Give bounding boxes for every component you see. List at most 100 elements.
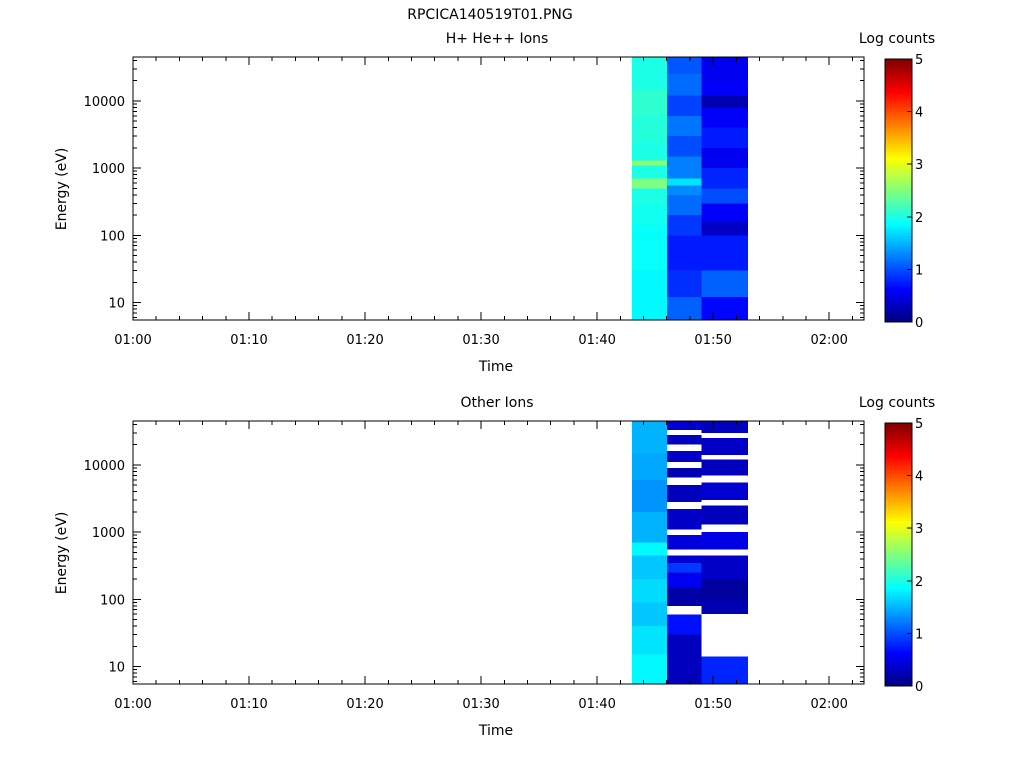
colorbar-segment	[885, 182, 912, 186]
heatmap-cell	[666, 614, 702, 635]
x-tick-label: 02:00	[810, 333, 847, 348]
colorbar-segment	[885, 235, 912, 239]
colorbar-segment	[885, 261, 912, 265]
colorbar-segment	[885, 622, 912, 627]
heatmap-cell	[701, 505, 748, 525]
colorbar-segment	[885, 98, 912, 102]
colorbar-segment	[885, 444, 912, 448]
heatmap-cell	[631, 247, 667, 271]
colorbar-segment	[885, 591, 912, 595]
heatmap-cell	[701, 459, 748, 476]
colorbar-tick-label: 3	[915, 158, 923, 173]
colorbar-segment	[885, 559, 912, 563]
colorbar-segment	[885, 625, 912, 629]
colorbar-segment	[885, 525, 912, 529]
y-tick-label: 100	[100, 229, 125, 244]
colorbar-segment	[885, 174, 912, 178]
colorbar-segment	[885, 501, 912, 506]
colorbar-segment	[885, 193, 912, 197]
colorbar-segment	[885, 135, 912, 139]
colorbar-segment	[885, 74, 912, 79]
colorbar-tick-label: 0	[915, 680, 923, 695]
heatmap-cell	[701, 147, 748, 169]
colorbar-segment	[885, 224, 912, 228]
colorbar-tick-label: 5	[915, 53, 923, 68]
colorbar-segment	[885, 612, 912, 616]
colorbar-segment	[885, 530, 912, 535]
colorbar-segment	[885, 428, 912, 432]
heatmap-cell	[666, 467, 702, 478]
colorbar-segment	[885, 64, 912, 68]
heatmap-cell	[666, 535, 702, 550]
colorbar-segment	[885, 683, 912, 687]
colorbar-segment	[885, 108, 912, 113]
colorbar-frame	[884, 58, 913, 323]
colorbar-segment	[885, 277, 912, 281]
heatmap-cell	[666, 57, 702, 75]
heatmap-cell	[666, 572, 702, 588]
heatmap-cell	[666, 562, 702, 573]
colorbar-segment	[885, 641, 912, 645]
colorbar-segment	[885, 185, 912, 189]
colorbar-segment	[885, 316, 912, 320]
heatmap-cell	[631, 160, 667, 166]
x-axis-label: Time	[478, 723, 513, 739]
x-tick-label: 01:40	[578, 697, 615, 712]
colorbar-segment	[885, 253, 912, 257]
colorbar-segment	[885, 470, 912, 474]
colorbar-segment	[885, 496, 912, 500]
heatmap-cell	[666, 115, 702, 137]
colorbar-segment	[885, 80, 912, 84]
heatmap-cell	[701, 57, 748, 81]
colorbar-segment	[885, 504, 912, 508]
y-tick-label: 10000	[84, 95, 125, 110]
heatmap-cell	[631, 141, 667, 161]
colorbar-segment	[885, 480, 912, 485]
heatmap-cell	[666, 74, 702, 96]
colorbar-segment	[885, 290, 912, 294]
colorbar-segment	[885, 158, 912, 163]
colorbar-segment	[885, 203, 912, 207]
colorbar-segment	[885, 250, 912, 255]
colorbar-segment	[885, 143, 912, 147]
colorbar-segment	[885, 314, 912, 318]
colorbar-segment	[885, 256, 912, 260]
plot-frame	[132, 420, 865, 685]
colorbar-segment	[885, 127, 912, 131]
heatmap-cell	[701, 599, 748, 615]
heatmap-cell	[631, 511, 667, 543]
colorbar-segment	[885, 119, 912, 123]
heatmap-cell	[701, 203, 748, 222]
colorbar-segment	[885, 446, 912, 450]
colorbar-segment	[885, 237, 912, 242]
heatmap-cell	[631, 294, 667, 320]
colorbar-segment	[885, 664, 912, 669]
colorbar-segment	[885, 82, 912, 86]
colorbar-segment	[885, 308, 912, 313]
colorbar-segment	[885, 61, 912, 65]
x-tick-label: 01:20	[346, 697, 383, 712]
colorbar-segment	[885, 206, 912, 210]
heatmap-cell	[666, 215, 702, 236]
figure-title: RPCICA140519T01.PNG	[407, 7, 572, 23]
colorbar-segment	[885, 243, 912, 247]
colorbar-segment	[885, 87, 912, 92]
colorbar-segment	[885, 211, 912, 215]
heatmap-cell	[701, 656, 748, 684]
heatmap-cell	[666, 297, 702, 320]
x-tick-label: 01:30	[462, 697, 499, 712]
heatmap-cell	[701, 297, 748, 320]
panel-title: H+ He++ Ions	[446, 31, 549, 47]
colorbar-segment	[885, 441, 912, 445]
colorbar-segment	[885, 536, 912, 540]
colorbar-segment	[885, 240, 912, 244]
panel-title: Other Ions	[460, 395, 533, 411]
colorbar-segment	[885, 425, 912, 429]
colorbar-segment	[885, 515, 912, 519]
colorbar-segment	[885, 467, 912, 471]
colorbar-label: Log counts	[859, 31, 935, 47]
x-tick-label: 02:00	[810, 697, 847, 712]
colorbar-segment	[885, 103, 912, 107]
heatmap-cell	[666, 194, 702, 216]
colorbar-segment	[885, 140, 912, 144]
